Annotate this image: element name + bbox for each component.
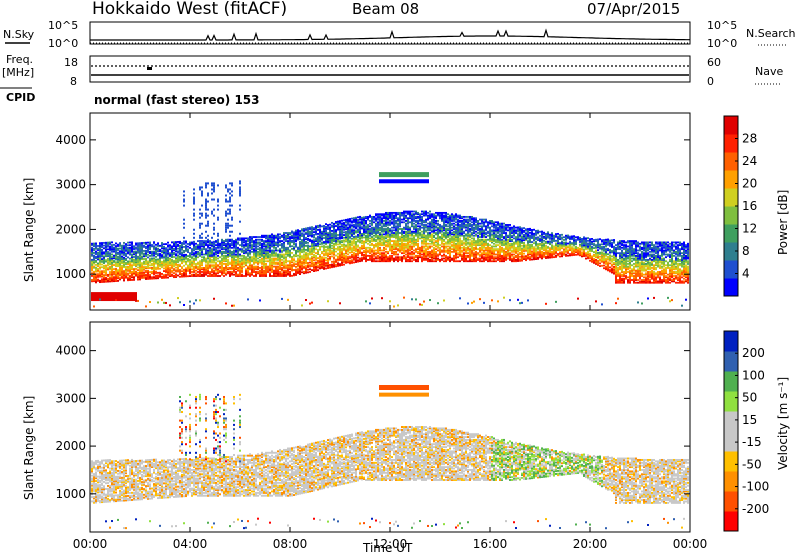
velocity-colorbar-tick-3: -15 [742, 435, 762, 449]
power-colorbar-label: Power [dB] [776, 190, 790, 255]
velocity-colorbar-segment [724, 371, 738, 392]
x-tick-2: 08:00 [273, 537, 308, 551]
power-colorbar-segment [724, 152, 738, 171]
velocity-colorbar-tick-7: 200 [742, 346, 765, 360]
velocity-ylabel: Slant Range [km] [22, 396, 36, 500]
power-colorbar-segment [724, 188, 738, 207]
velocity-ytick-2: 3000 [55, 391, 86, 405]
velocity-panel: Slant Range [km] 1000 2000 3000 4000 -200 -1… [22, 113, 790, 554]
noise-sky-line [90, 28, 690, 41]
velocity-colorbar-segment [724, 451, 738, 472]
power-colorbar-segment [724, 206, 738, 225]
x-axis-label: Time UT [362, 541, 413, 554]
velocity-colorbar: -200 -100 -50 -15 15 50 100 200 [723, 330, 769, 532]
power-colorbar-segment [724, 134, 738, 153]
power-colorbar-segment [724, 260, 738, 279]
power-colorbar-segment [724, 242, 738, 261]
radar-title: Hokkaido West (fitACF) [92, 0, 287, 19]
noise-ytick-right-top: 10^5 [707, 19, 737, 32]
velocity-colorbar-segment [724, 351, 738, 372]
freq-label-line1: Freq. [6, 53, 33, 66]
velocity-heatmap [91, 385, 689, 530]
noise-sky-label: N.Sky [3, 28, 35, 41]
beam-label: Beam 08 [352, 0, 419, 18]
power-colorbar-tick-1: 8 [742, 244, 750, 258]
velocity-colorbar-tick-0: -200 [742, 502, 769, 516]
power-colorbar-segment [724, 170, 738, 189]
velocity-colorbar-segment [724, 391, 738, 412]
velocity-colorbar-tick-2: -50 [742, 457, 762, 471]
x-tick-6: 00:00 [673, 537, 708, 551]
freq-ytick-bottom: 8 [70, 75, 77, 88]
x-tick-4: 16:00 [473, 537, 508, 551]
power-colorbar-segment [724, 278, 738, 297]
power-ytick-3: 4000 [55, 133, 86, 147]
noise-panel: N.Sky 10^5 10^0 10^5 10^0 N.Search [3, 19, 796, 50]
power-colorbar-tick-3: 16 [742, 199, 757, 213]
power-ytick-2: 3000 [55, 178, 86, 192]
power-colorbar-tick-6: 28 [742, 132, 757, 146]
velocity-colorbar-tick-1: -100 [742, 480, 769, 494]
power-colorbar-tick-5: 24 [742, 154, 757, 168]
power-colorbar: 4 8 12 16 20 24 28 [723, 115, 757, 297]
velocity-colorbar-tick-5: 50 [742, 391, 757, 405]
velocity-ytick-1: 2000 [55, 439, 86, 453]
velocity-colorbar-segment [724, 411, 738, 432]
x-tick-3: 12:00 [373, 537, 408, 551]
nave-ytick-bottom: 0 [707, 75, 714, 88]
power-colorbar-segment [724, 224, 738, 243]
power-panel: Slant Range [km] 1000 2000 3000 4000 4 8 12 16… [22, 112, 790, 311]
power-heatmap [91, 172, 689, 308]
velocity-colorbar-tick-6: 100 [742, 368, 765, 382]
noise-search-label: N.Search [746, 27, 796, 40]
mode-text: normal (fast stereo) 153 [94, 93, 260, 107]
nave-label: Nave [755, 65, 783, 78]
freq-ytick-top: 18 [64, 56, 78, 69]
power-colorbar-segment [724, 116, 738, 135]
velocity-colorbar-segment [724, 511, 738, 532]
velocity-colorbar-segment [724, 431, 738, 452]
power-ytick-1: 2000 [55, 222, 86, 236]
power-ylabel: Slant Range [km] [22, 178, 36, 282]
velocity-colorbar-label: Velocity [m s⁻¹] [776, 377, 790, 470]
velocity-ytick-3: 4000 [55, 344, 86, 358]
noise-ytick-right-bottom: 10^0 [707, 37, 737, 50]
velocity-colorbar-tick-4: 15 [742, 413, 757, 427]
velocity-colorbar-segment [724, 471, 738, 492]
x-tick-1: 04:00 [173, 537, 208, 551]
power-colorbar-tick-2: 12 [742, 222, 757, 236]
velocity-ytick-0: 1000 [55, 487, 86, 501]
power-colorbar-tick-4: 20 [742, 177, 757, 191]
date-label: 07/Apr/2015 [587, 0, 680, 18]
cpid-label: CPID [6, 91, 35, 104]
power-ytick-0: 1000 [55, 267, 86, 281]
x-tick-0: 00:00 [73, 537, 108, 551]
noise-ytick-left-bottom: 10^0 [48, 37, 78, 50]
noise-ytick-left-top: 10^5 [48, 19, 78, 32]
x-tick-5: 20:00 [573, 537, 608, 551]
velocity-colorbar-segment [724, 331, 738, 352]
velocity-colorbar-segment [724, 491, 738, 512]
frequency-panel: Freq. [MHz] 18 8 60 0 Nave CPID normal (… [0, 53, 783, 107]
power-colorbar-tick-0: 4 [742, 267, 750, 281]
nave-ytick-top: 60 [707, 56, 721, 69]
freq-label-line2: [MHz] [2, 66, 34, 79]
